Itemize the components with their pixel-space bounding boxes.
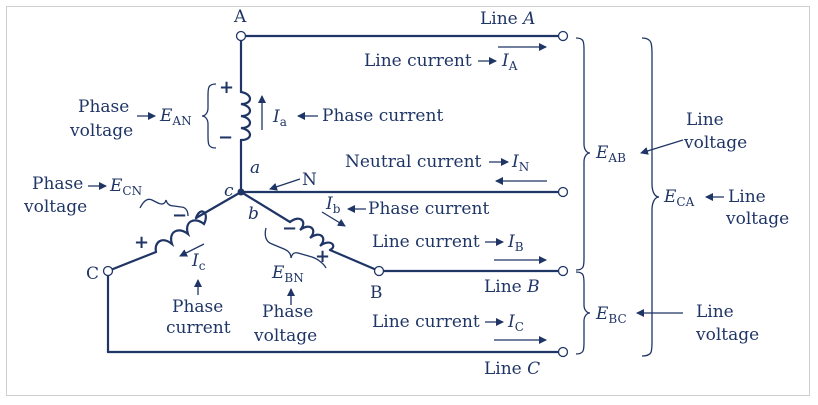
label-line-voltage-ab-word1: Line — [686, 110, 724, 130]
node-label-n: N — [302, 170, 317, 190]
terminal-neutral-end — [557, 186, 569, 198]
braces — [139, 37, 660, 357]
symbol-eca: ECA — [663, 187, 695, 209]
label-line-voltage-ca-word1: Line — [728, 187, 766, 207]
arrow-phase-current-b — [321, 211, 346, 227]
label-line-current-c: Line current — [372, 312, 480, 332]
wire-neutral-to-coil-b — [239, 190, 292, 224]
label-line-b: Line B — [484, 277, 540, 297]
label-phase-voltage-b-word1: Phase — [262, 302, 313, 322]
symbol-ecn: ECN — [109, 176, 142, 198]
line-voltage-labels: EAB Line voltage ECA Line voltage EBC Li… — [595, 110, 789, 345]
line-labels: Line A Line B Line C — [480, 9, 540, 379]
label-phase-current-b: Phase current — [368, 199, 489, 219]
coil-phase-b — [288, 217, 335, 252]
label-line-voltage-bc-word1: Line — [696, 302, 734, 322]
terminal-line-c-end — [557, 346, 569, 358]
terminal-node-b — [373, 265, 385, 277]
plus-phase-b: + — [315, 246, 330, 267]
coil-phase-c — [154, 210, 207, 254]
label-line-c: Line C — [484, 359, 540, 379]
label-phase-voltage-c-word1: Phase — [32, 174, 83, 194]
terminal-line-b-end — [557, 265, 569, 277]
wire-coil-b-to-b — [328, 248, 381, 273]
coil-phase-a — [239, 90, 252, 142]
symbol-ebc: EBC — [595, 304, 627, 326]
brace-ecn — [139, 198, 189, 217]
wire-coil-c-to-c — [106, 250, 158, 273]
label-phase-voltage-a-word2: voltage — [69, 121, 133, 141]
symbol-ean: EAN — [159, 106, 192, 128]
pointer-eab — [640, 139, 684, 155]
current-arrows — [179, 43, 547, 344]
node-labels: A a c b N B C — [86, 7, 383, 303]
label-line-a: Line A — [480, 9, 535, 29]
symbol-ebn: EBN — [271, 263, 304, 285]
node-label-lower-b: b — [248, 204, 259, 224]
symbol-phase-ic: Ic — [191, 251, 206, 273]
label-phase-voltage-a-word1: Phase — [78, 97, 129, 117]
symbol-phase-ia: Ia — [272, 107, 287, 129]
brace-ebn — [264, 227, 327, 269]
node-label-c: C — [86, 264, 99, 284]
minus-phase-b: − — [282, 218, 297, 239]
neutral-junction-dot — [237, 188, 245, 196]
brace-ebc — [575, 271, 591, 355]
minus-phase-c: − — [172, 205, 187, 226]
label-line-voltage-ab-word2: voltage — [683, 133, 747, 153]
label-neutral-current: Neutral current — [345, 152, 482, 172]
symbol-eab: EAB — [595, 143, 626, 165]
wire-neutral-to-coil-c — [194, 190, 243, 220]
label-line-current-b: Line current — [372, 232, 480, 252]
polarity-marks: + − − + − + — [134, 77, 330, 267]
terminal-node-a — [235, 30, 247, 42]
node-label-lower-c: c — [224, 181, 234, 201]
symbol-phase-ib: Ib — [325, 194, 341, 216]
brace-eca — [641, 37, 660, 357]
plus-phase-c: + — [134, 232, 149, 253]
minus-phase-a: − — [218, 127, 233, 148]
label-phase-current-a: Phase current — [322, 106, 443, 126]
brace-eab — [575, 37, 591, 271]
node-label-b: B — [370, 283, 383, 303]
terminal-line-a-end — [557, 30, 569, 42]
brace-ean — [201, 83, 217, 149]
pointer-n — [269, 178, 301, 191]
label-phase-voltage-b-word2: voltage — [253, 326, 317, 346]
node-label-a: A — [233, 7, 247, 27]
pointer-arrows — [88, 57, 724, 326]
terminal-node-c — [102, 265, 114, 277]
label-phase-voltage-c-word2: voltage — [23, 197, 87, 217]
diagram-frame — [6, 6, 810, 396]
label-line-current-a: Line current — [364, 51, 472, 71]
symbol-ib: IB — [507, 232, 524, 254]
current-labels: Line current IA Ia Phase current Neutral… — [166, 51, 529, 338]
wires — [106, 34, 563, 354]
arrow-phase-current-c — [179, 243, 205, 257]
node-label-lower-a: a — [250, 158, 260, 178]
symbol-ia: IA — [501, 51, 518, 73]
plus-phase-a: + — [219, 77, 234, 98]
symbol-ic: IC — [507, 312, 524, 334]
label-phase-current-c-word2: current — [166, 318, 231, 338]
symbol-in: IN — [511, 152, 529, 174]
label-line-voltage-bc-word2: voltage — [695, 325, 759, 345]
label-phase-current-c-word1: Phase — [172, 297, 223, 317]
terminals — [102, 30, 569, 358]
phase-voltage-labels: Phase voltage EAN Phase voltage ECN EBN … — [23, 97, 317, 346]
label-line-voltage-ca-word2: voltage — [725, 209, 789, 229]
